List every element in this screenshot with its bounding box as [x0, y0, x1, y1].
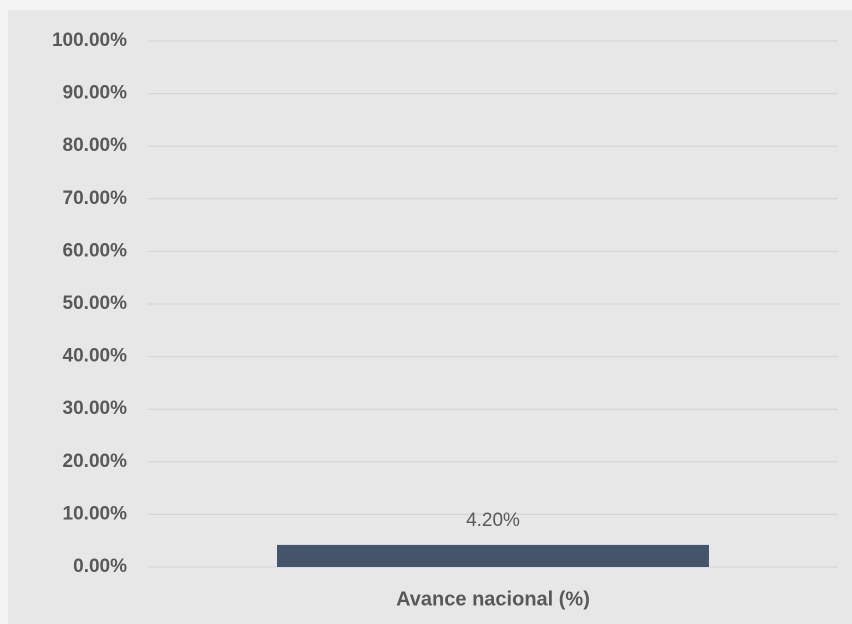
y-tick-label: 40.00%: [63, 346, 128, 367]
y-tick-label: 80.00%: [63, 135, 128, 156]
value-label: 4.20%: [466, 510, 520, 531]
y-tick-label: 70.00%: [63, 188, 128, 209]
y-tick-label: 50.00%: [63, 293, 128, 314]
y-tick-label: 0.00%: [73, 556, 127, 577]
chart-background: [8, 10, 852, 624]
y-tick-label: 60.00%: [63, 240, 128, 261]
y-tick-label: 90.00%: [63, 83, 128, 104]
y-tick-label: 10.00%: [63, 503, 128, 524]
y-tick-label: 20.00%: [63, 451, 128, 472]
y-tick-label: 100.00%: [52, 30, 127, 51]
y-tick-label: 30.00%: [63, 398, 128, 419]
bar: [277, 544, 709, 567]
x-tick-label: Avance nacional (%): [396, 588, 590, 610]
